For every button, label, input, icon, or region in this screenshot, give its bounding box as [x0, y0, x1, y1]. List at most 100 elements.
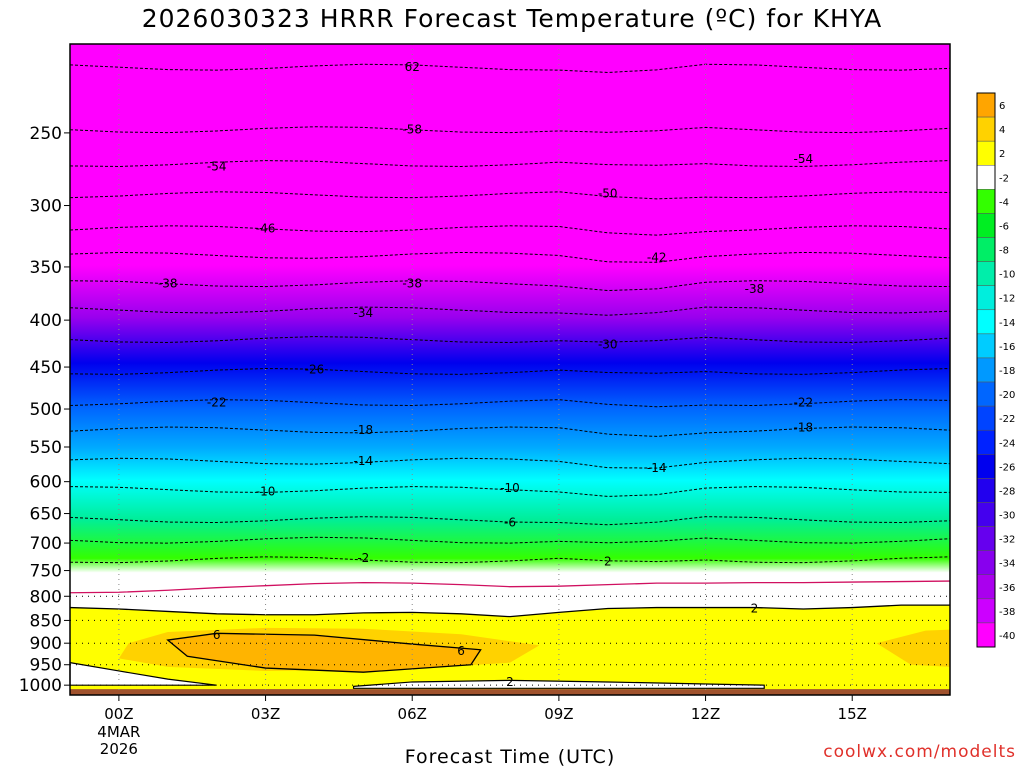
legend-label: -10 — [999, 270, 1015, 281]
plot-frame — [69, 43, 951, 696]
y-tick-label: 600 — [30, 473, 62, 493]
legend-swatch — [976, 478, 996, 503]
legend-swatch — [976, 189, 996, 214]
isotherm-dashed-292 — [69, 191, 951, 200]
isotherm-label: -38 — [158, 277, 178, 291]
legend-swatch — [976, 165, 996, 190]
isotherm-label: -10 — [500, 481, 520, 495]
y-tick-label: 850 — [30, 611, 62, 631]
isotherm-dashed-390 — [69, 306, 951, 316]
isotherm-label: 6 — [457, 644, 465, 658]
isotherm-label: -22 — [794, 396, 814, 410]
legend-label: -30 — [999, 511, 1015, 522]
isotherm-0c — [69, 580, 951, 594]
legend-swatch — [976, 357, 996, 383]
legend-swatch — [976, 598, 996, 624]
legend-label: -4 — [999, 197, 1009, 208]
y-tick-label: 900 — [30, 634, 62, 654]
x-tick-label: 15Z — [838, 705, 867, 723]
legend-swatch — [976, 454, 996, 479]
y-tick-label: 450 — [30, 358, 62, 378]
isotherm-dashed-340 — [69, 251, 951, 263]
isotherm-dashed-420 — [69, 336, 951, 343]
isotherm-dashed-730 — [69, 556, 951, 564]
x-tick-label: 03Z — [251, 705, 280, 723]
isotherm-label: 2 — [604, 554, 612, 568]
temperature-field — [70, 44, 950, 695]
legend-swatch — [976, 237, 996, 262]
legend-label: -28 — [999, 486, 1015, 497]
credit-link[interactable]: coolwx.com/modelts — [823, 742, 1016, 762]
isotherm-2c — [69, 604, 950, 618]
y-tick-label: 950 — [30, 656, 62, 676]
legend-label: -8 — [999, 246, 1009, 257]
isotherm-dashed-248 — [69, 126, 951, 134]
ground — [70, 689, 950, 695]
legend-swatch — [976, 429, 996, 455]
isotherm-dashed-660 — [69, 516, 951, 526]
legend-swatch — [976, 622, 996, 648]
warm-layer-6c-right — [876, 629, 950, 667]
y-tick-label: 550 — [30, 438, 62, 458]
isotherm-label: -14 — [354, 454, 374, 468]
legend-label: -24 — [999, 438, 1015, 449]
legend-swatch — [976, 405, 996, 431]
y-tick-label: 750 — [30, 562, 62, 582]
legend-label: -16 — [999, 342, 1015, 353]
y-tick-label: 800 — [30, 587, 62, 607]
isotherm-dashed-365 — [69, 280, 951, 292]
isotherm-label: -14 — [647, 461, 667, 475]
legend-frame — [976, 92, 996, 648]
isotherm-label: -10 — [256, 484, 276, 498]
legend-swatch — [976, 285, 996, 311]
chart-title: 2026030323 HRRR Forecast Temperature (ºC… — [141, 4, 883, 33]
legend-label: 2 — [999, 149, 1005, 160]
isotherm-dashed-318 — [69, 225, 951, 236]
y-tick-label: 500 — [30, 400, 62, 420]
x-tick-label: 12Z — [691, 705, 720, 723]
legend-swatch — [976, 550, 996, 575]
legend-label: 6 — [999, 101, 1005, 112]
legend-label: -20 — [999, 390, 1015, 401]
legend-swatch — [976, 574, 996, 600]
isotherm-label: 2 — [751, 602, 759, 616]
legend-label: -2 — [999, 173, 1009, 184]
legend-swatch — [976, 526, 996, 551]
isotherm-label: 2 — [506, 675, 514, 689]
y-tick-label: 400 — [30, 311, 62, 331]
isotherm-label: -46 — [256, 222, 276, 236]
isotherm-label: 6 — [213, 628, 221, 642]
isotherm-label: -26 — [305, 363, 325, 377]
x-tick-sublabel: 2026 — [100, 740, 138, 758]
isotherm-dashed-212 — [69, 63, 951, 73]
isotherm-label: -18 — [354, 423, 374, 437]
x-tick-label: 09Z — [544, 705, 573, 723]
isotherm-dashed-455 — [69, 367, 951, 375]
isotherm-label: -42 — [647, 251, 667, 265]
isotherm-label: -38 — [402, 277, 422, 291]
y-tick-label: 700 — [30, 534, 62, 554]
plot-area: 62-58-54-54-50-46-42-38 -38 -38-34-30-26-2… — [69, 44, 951, 695]
y-tick-label: 1000 — [19, 676, 62, 696]
legend-label: -18 — [999, 366, 1015, 377]
isotherm-label: -58 — [402, 123, 422, 137]
isotherm-label: -18 — [794, 421, 814, 435]
isotherm-dashed-492 — [69, 399, 951, 408]
isotherm-label: -54 — [794, 152, 814, 166]
isotherm-label: -50 — [598, 186, 618, 200]
isotherm-label: -54 — [207, 159, 227, 173]
legend-swatch — [976, 92, 996, 118]
isotherm-label: 62 — [405, 60, 420, 74]
x-tick-sublabel: 4MAR — [97, 723, 140, 741]
isotherm-dashed-695 — [69, 536, 951, 544]
x-tick-label: 06Z — [398, 705, 427, 723]
isotherm-label: -38 — [745, 282, 765, 296]
legend-label: -22 — [999, 414, 1015, 425]
isotherm-label: -30 — [598, 337, 618, 351]
y-tick-label: 300 — [30, 197, 62, 217]
isotherm-dashed-270 — [69, 160, 951, 167]
legend-swatch — [976, 502, 996, 527]
x-axis-label: Forecast Time (UTC) — [404, 746, 616, 768]
legend-swatch — [976, 333, 996, 359]
